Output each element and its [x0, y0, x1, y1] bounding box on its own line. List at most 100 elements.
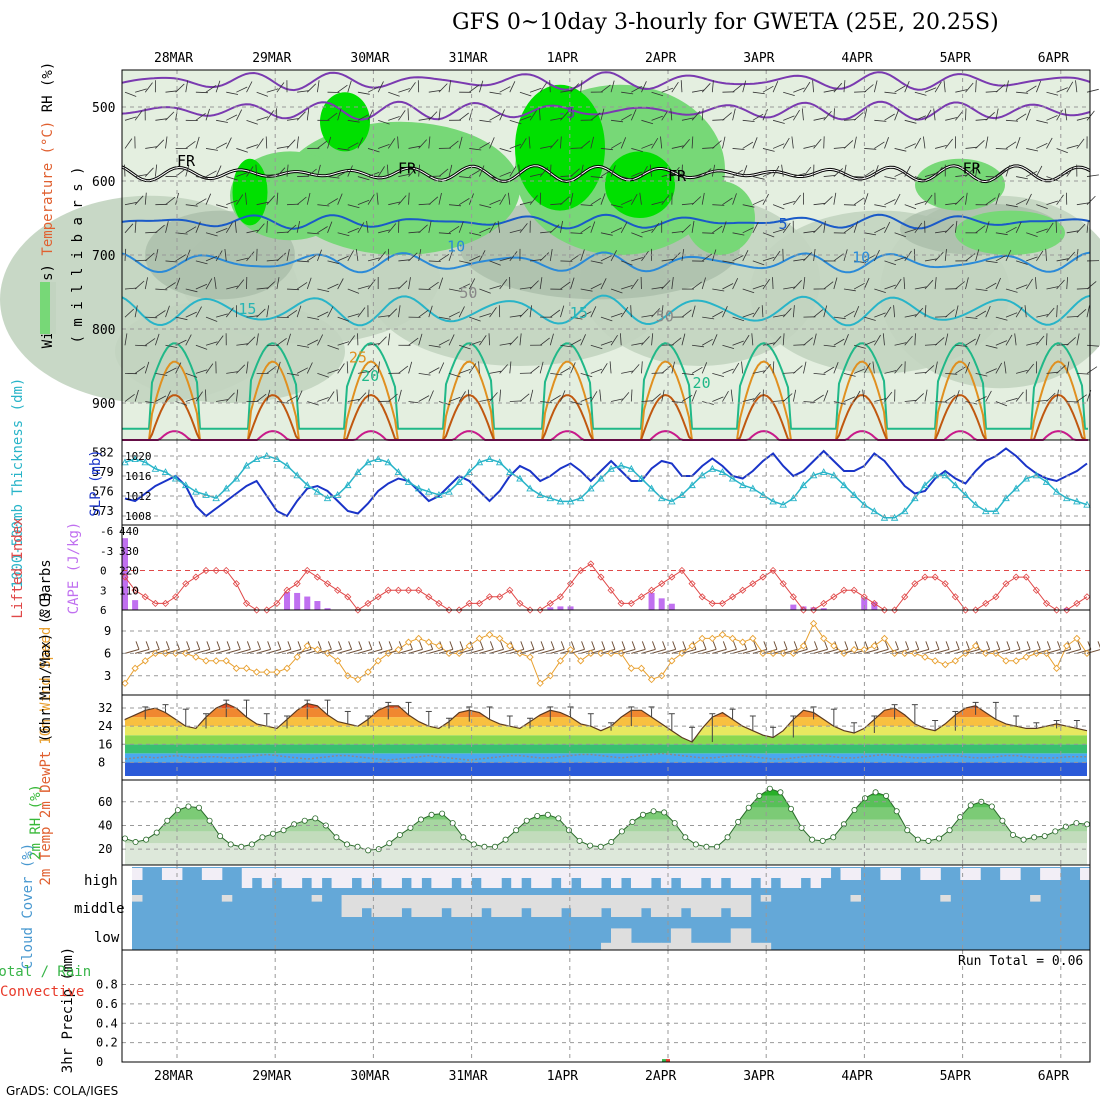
wind-barb — [1036, 250, 1044, 262]
wind-barb — [965, 277, 969, 290]
wind-barb — [499, 364, 508, 374]
wind-barb — [550, 309, 561, 318]
axis-label-part: Speed — [38, 618, 54, 669]
wind-barb — [813, 117, 826, 121]
wind-barb — [793, 641, 798, 650]
rh2m-point — [862, 795, 869, 802]
wind-speed-point — [668, 657, 676, 665]
rh2m-point — [206, 817, 213, 824]
wind-barb — [306, 83, 317, 93]
wind-barb — [701, 192, 705, 205]
wind-barb — [975, 140, 985, 149]
rh2m-point — [122, 835, 129, 842]
wind-barb — [459, 641, 464, 650]
x-date-label-top: 3APR — [743, 51, 774, 66]
wind-barb — [1036, 648, 1051, 654]
wind-barb — [965, 108, 967, 121]
cloud-gap-high — [351, 868, 363, 878]
wind-barb — [489, 285, 502, 290]
temp-band — [125, 753, 1087, 763]
cape-bar — [132, 600, 139, 610]
wind-barb — [307, 316, 320, 320]
wind-barb — [691, 648, 707, 654]
lifted-index-point — [759, 573, 767, 581]
wind-barb — [286, 224, 297, 234]
wind-barb — [428, 281, 439, 290]
wind-barb — [944, 248, 947, 261]
wind-barb — [195, 648, 211, 654]
lifted-index-point — [151, 599, 159, 607]
cloud-gap-high — [930, 868, 941, 880]
wind-barb — [398, 173, 411, 177]
cape-bar — [668, 603, 675, 610]
cloud-gap-middle — [611, 895, 622, 917]
wind-barb — [297, 648, 312, 654]
wind-barb — [124, 287, 138, 290]
wind-barb — [630, 278, 639, 290]
wind-barb — [276, 401, 289, 404]
wind-barb — [306, 277, 312, 290]
thickness-point — [931, 471, 939, 479]
cloud-level-label: middle — [74, 901, 125, 917]
cloud-gap-low — [720, 942, 732, 950]
wind-barb — [195, 391, 203, 402]
cloud-gap-high — [411, 868, 422, 888]
wind-barb — [752, 284, 765, 290]
wind-barb — [317, 397, 329, 402]
lifted-index-point — [445, 606, 453, 614]
wind-barb — [1064, 108, 1068, 121]
wind-barb — [205, 341, 218, 346]
wind-barb — [793, 280, 802, 290]
wind-barb — [438, 168, 449, 177]
wind-barb — [560, 305, 565, 318]
cloud-gap-high — [730, 868, 742, 888]
wind-barb — [378, 641, 383, 650]
lifted-index-point — [1083, 593, 1091, 601]
wind-barb — [722, 112, 732, 121]
rh2m-point — [343, 841, 350, 848]
cloud-gap-high — [241, 868, 253, 888]
wind-barb — [236, 279, 245, 290]
thickness-point — [404, 477, 413, 485]
wind-barb — [1005, 226, 1017, 234]
axis-label-part: 3hr Precip (mm) — [60, 947, 76, 1073]
wind-barb — [408, 82, 416, 93]
wind-barb — [701, 83, 711, 93]
run-total-annotation: Run Total = 0.06 — [958, 954, 1083, 969]
wind-barb — [337, 648, 352, 654]
wind-barb — [550, 395, 561, 402]
wind-barb — [458, 391, 466, 402]
wind-barb — [935, 316, 948, 318]
wind-barb — [519, 393, 530, 402]
wind-barb — [722, 306, 728, 318]
cloud-gap-low — [710, 942, 722, 950]
thickness-point — [354, 468, 362, 476]
wind-barb — [296, 221, 301, 233]
wind-barb — [347, 648, 362, 654]
x-date-label-top: 28MAR — [154, 51, 193, 66]
wind-barb — [631, 641, 636, 650]
wind-barb — [853, 282, 865, 290]
wind-barb — [216, 641, 221, 650]
wind-barb — [661, 365, 672, 374]
lifted-index-point — [364, 599, 372, 607]
wind-barb — [691, 366, 703, 374]
rh2m-point — [724, 834, 731, 841]
wind-barb — [398, 195, 407, 205]
wind-barb — [1066, 337, 1076, 346]
wind-barb — [630, 389, 633, 402]
wind-barb — [894, 232, 907, 238]
rh2m-point — [766, 785, 773, 792]
wind-barb — [671, 648, 686, 654]
wind-barb — [489, 648, 504, 654]
wind-barb — [701, 253, 713, 262]
cloud-gap-high — [381, 868, 392, 888]
wind-barb — [995, 648, 1011, 654]
axis-label-part: 1000-500mb Thickness (dm) — [10, 378, 26, 589]
wind-barb — [347, 335, 356, 346]
lifted-index-point — [749, 580, 757, 588]
cloud-gap-low — [730, 928, 742, 950]
wind-barb — [925, 641, 930, 650]
wind-barb — [772, 648, 788, 654]
wind-barb — [205, 648, 221, 654]
